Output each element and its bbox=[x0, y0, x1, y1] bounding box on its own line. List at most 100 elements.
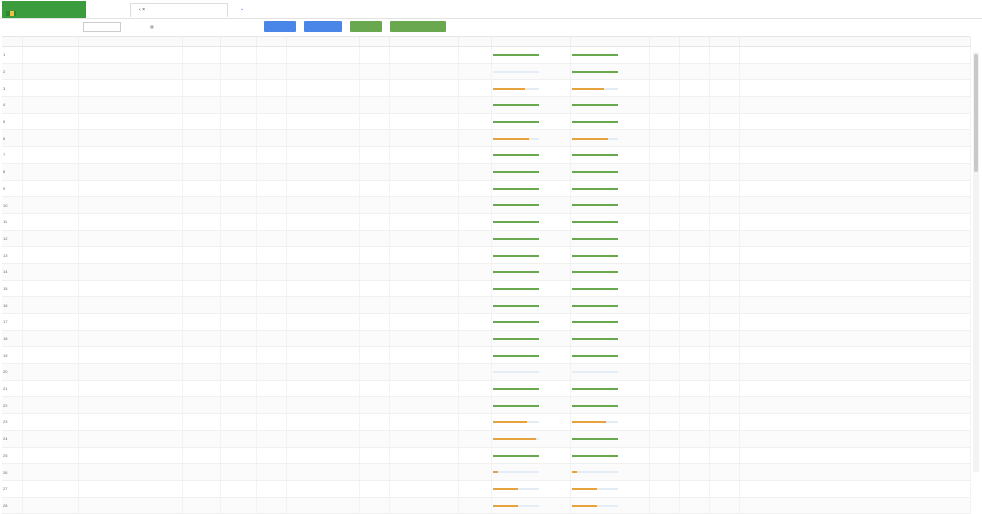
result-cell bbox=[649, 396, 680, 415]
order-id bbox=[22, 79, 79, 98]
mark-cell bbox=[679, 196, 710, 214]
column-header[interactable] bbox=[286, 37, 360, 47]
scrollbar-thumb[interactable] bbox=[974, 54, 978, 172]
end-time bbox=[389, 263, 459, 281]
progress-cell bbox=[491, 79, 571, 98]
column-header[interactable] bbox=[458, 37, 492, 47]
export-button[interactable] bbox=[350, 21, 382, 32]
table-row[interactable]: 21 bbox=[2, 380, 971, 398]
chevron-down-icon[interactable]: ⌄ bbox=[240, 6, 245, 12]
table-row[interactable]: 6 bbox=[2, 129, 971, 148]
progress-cell bbox=[491, 163, 571, 181]
table-row[interactable]: 12 bbox=[2, 230, 971, 248]
progress-fill bbox=[571, 171, 618, 174]
chevron-left-icon[interactable]: ‹ bbox=[139, 7, 141, 13]
table-row[interactable]: 24 bbox=[2, 430, 971, 448]
table-row[interactable]: 7 bbox=[2, 146, 971, 164]
row-number: 15 bbox=[2, 280, 23, 298]
spacer-cell bbox=[739, 180, 971, 198]
tab-secondary[interactable]: ⌄ bbox=[232, 3, 318, 16]
table-row[interactable]: 19 bbox=[2, 346, 971, 365]
table-row[interactable]: 28 bbox=[2, 497, 971, 514]
column-header[interactable] bbox=[256, 37, 287, 47]
close-icon[interactable]: × bbox=[142, 7, 145, 13]
calendar-icon[interactable]: ▦ bbox=[150, 24, 154, 29]
progress-cell bbox=[570, 63, 650, 81]
search-button[interactable] bbox=[264, 21, 296, 32]
table-row[interactable]: 4 bbox=[2, 96, 971, 114]
table-row[interactable]: 9 bbox=[2, 180, 971, 198]
progress-cell bbox=[570, 430, 650, 448]
table-row[interactable]: 1 bbox=[2, 46, 971, 64]
table-row[interactable]: 18 bbox=[2, 330, 971, 348]
table-row[interactable]: 25 bbox=[2, 447, 971, 465]
type-cell bbox=[256, 163, 287, 181]
type-cell bbox=[256, 246, 287, 264]
table-row[interactable]: 14 bbox=[2, 263, 971, 281]
batch-action-button[interactable] bbox=[390, 21, 446, 32]
table-row[interactable]: 26 bbox=[2, 463, 971, 481]
flag-cell bbox=[220, 380, 257, 398]
progress-cell bbox=[570, 380, 650, 398]
order-id bbox=[22, 280, 79, 298]
column-header[interactable] bbox=[78, 37, 183, 47]
spacer-cell bbox=[739, 246, 971, 264]
company-name bbox=[78, 79, 183, 98]
column-header[interactable] bbox=[182, 37, 221, 47]
type-cell bbox=[256, 63, 287, 81]
table-row[interactable]: 17 bbox=[2, 313, 971, 331]
column-header[interactable] bbox=[491, 37, 571, 47]
column-header[interactable] bbox=[2, 37, 23, 47]
column-header[interactable] bbox=[739, 37, 971, 47]
company-name bbox=[78, 363, 183, 381]
table-row[interactable]: 8 bbox=[2, 163, 971, 181]
progress-bar bbox=[571, 70, 618, 73]
amount-cell bbox=[458, 480, 492, 498]
row-number: 16 bbox=[2, 296, 23, 314]
column-header[interactable] bbox=[709, 37, 740, 47]
column-header[interactable] bbox=[359, 37, 390, 47]
flag-cell bbox=[220, 313, 257, 331]
result-cell bbox=[649, 263, 680, 281]
result-cell bbox=[649, 163, 680, 181]
table-row[interactable]: 5 bbox=[2, 113, 971, 131]
flag-cell bbox=[220, 230, 257, 248]
status-cell bbox=[182, 330, 221, 348]
table-row[interactable]: 27 bbox=[2, 480, 971, 498]
column-header[interactable] bbox=[389, 37, 459, 47]
reset-button[interactable] bbox=[304, 21, 342, 32]
unit-cell bbox=[359, 463, 390, 481]
row-number: 9 bbox=[2, 180, 23, 198]
tab-active[interactable]: ‹ × bbox=[130, 3, 228, 17]
flag-cell bbox=[220, 396, 257, 415]
column-header[interactable] bbox=[570, 37, 650, 47]
filter-select[interactable] bbox=[83, 22, 121, 32]
table-row[interactable]: 3 bbox=[2, 79, 971, 98]
start-time bbox=[286, 480, 360, 498]
column-header[interactable] bbox=[679, 37, 710, 47]
table-row[interactable]: 2 bbox=[2, 63, 971, 81]
table-row[interactable]: 10 bbox=[2, 196, 971, 214]
table-row[interactable]: 11 bbox=[2, 213, 971, 231]
table-row[interactable]: 13 bbox=[2, 246, 971, 264]
type-cell bbox=[256, 430, 287, 448]
row-number: 8 bbox=[2, 163, 23, 181]
type-cell bbox=[256, 296, 287, 314]
table-row[interactable]: 23 bbox=[2, 413, 971, 431]
company-name bbox=[78, 330, 183, 348]
start-time bbox=[286, 380, 360, 398]
status-cell bbox=[182, 146, 221, 164]
table-row[interactable]: 22 bbox=[2, 396, 971, 415]
column-header[interactable] bbox=[22, 37, 79, 47]
unit-cell bbox=[359, 380, 390, 398]
table-row[interactable]: 20 bbox=[2, 363, 971, 381]
remark-cell bbox=[709, 396, 740, 415]
vertical-scrollbar[interactable] bbox=[973, 52, 979, 472]
table-row[interactable]: 16 bbox=[2, 296, 971, 314]
column-header[interactable] bbox=[220, 37, 257, 47]
spacer-cell bbox=[739, 213, 971, 231]
end-time bbox=[389, 129, 459, 148]
row-number: 11 bbox=[2, 213, 23, 231]
table-row[interactable]: 15 bbox=[2, 280, 971, 298]
column-header[interactable] bbox=[649, 37, 680, 47]
